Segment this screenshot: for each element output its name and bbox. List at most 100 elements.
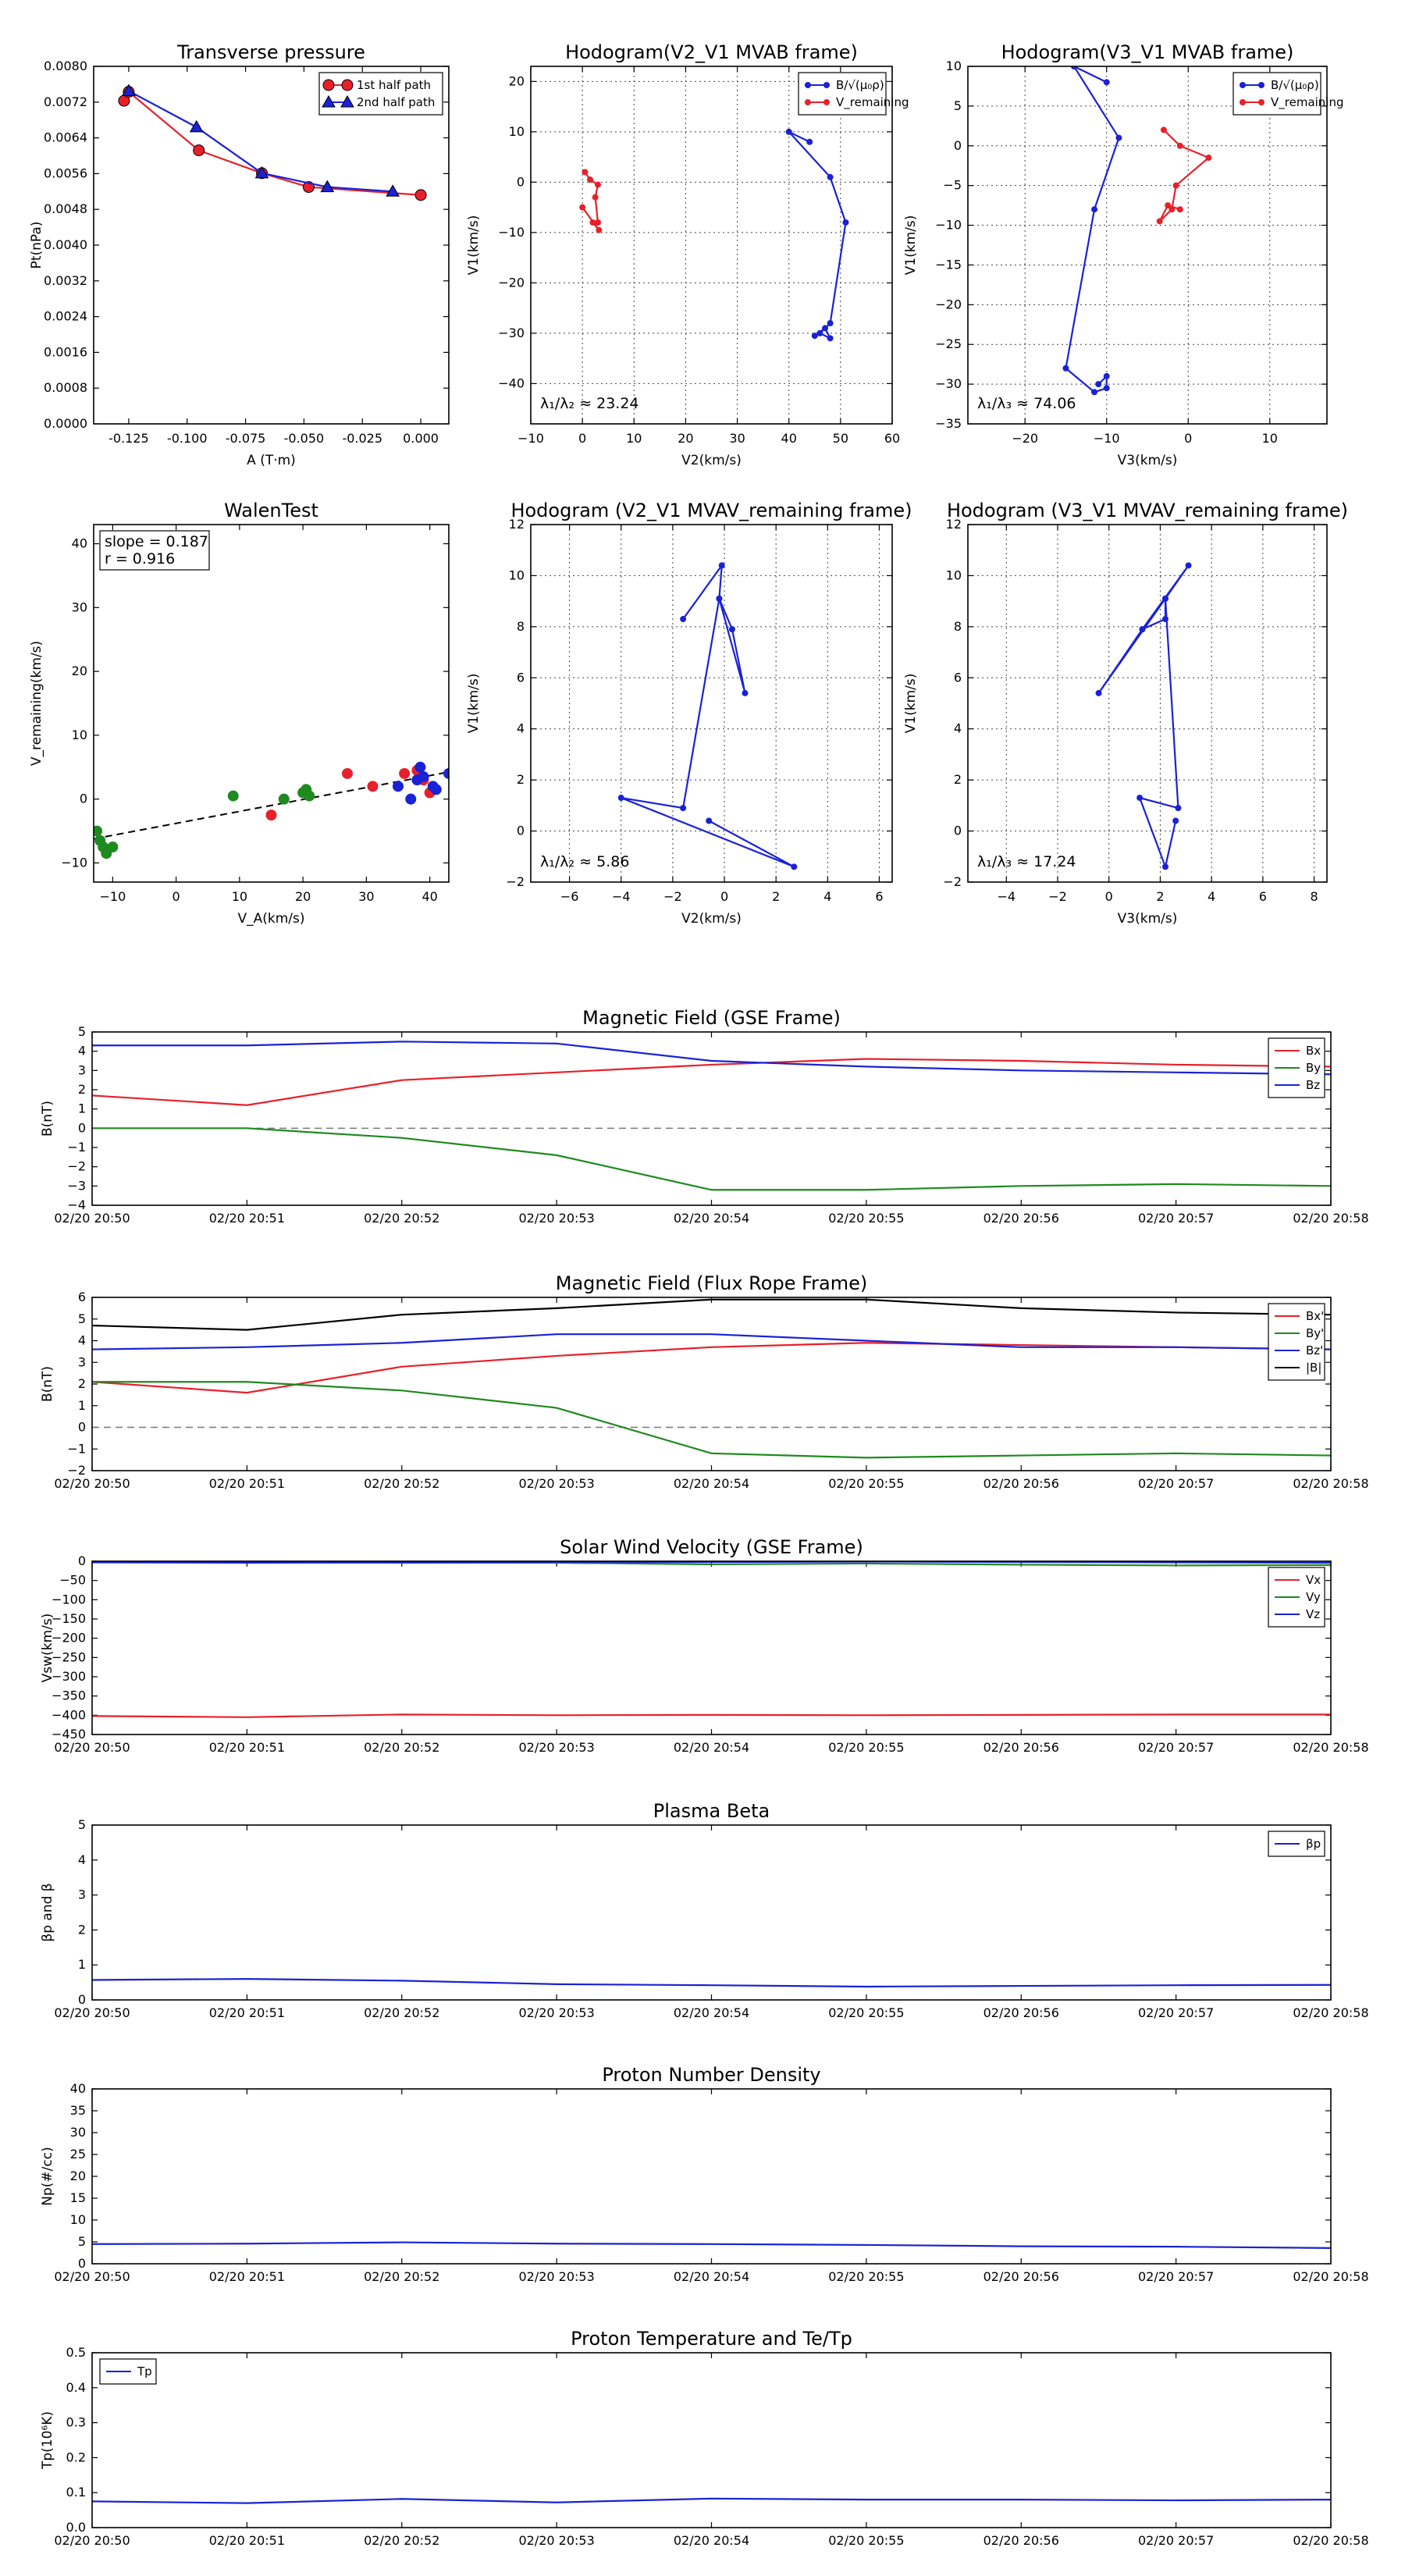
data-point	[706, 817, 713, 824]
data-point	[94, 825, 103, 837]
data-point	[582, 169, 589, 176]
axis-frame	[967, 524, 1328, 883]
y-tick-label: −15	[935, 257, 962, 272]
y-tick-label: −20	[498, 275, 525, 290]
data-point	[1103, 385, 1110, 392]
chart-beta: 02/20 20:50 02/20 20:51 02/20 20:52 02/20 2…	[40, 1800, 1369, 2020]
y-axis-label: B(nT)	[40, 1101, 55, 1137]
data-point	[596, 226, 603, 233]
y-tick-label: 6	[517, 670, 525, 685]
x-tick-label: 02/20 20:54	[674, 2533, 749, 2548]
chart-bgse: 02/20 20:50 02/20 20:51 02/20 20:52 02/20 2…	[40, 1007, 1369, 1226]
data-point	[193, 144, 205, 157]
x-tick-label: 02/20 20:58	[1293, 1476, 1368, 1491]
x-tick-label: 02/20 20:53	[518, 2533, 594, 2548]
data-point	[342, 767, 353, 779]
plot-area	[92, 2241, 1331, 2249]
legend: 1st half path 2nd half path	[318, 72, 443, 116]
x-tick-label: 02/20 20:55	[828, 2533, 904, 2548]
data-point	[1165, 202, 1172, 209]
x-tick-label: 40	[781, 431, 797, 446]
plot-area	[92, 1298, 1331, 1459]
legend-entry: Bx'	[1306, 1309, 1324, 1323]
chart-title: Solar Wind Velocity (GSE Frame)	[560, 1536, 863, 1558]
data-point	[1136, 795, 1144, 802]
x-tick-label: 02/20 20:57	[1138, 2269, 1214, 2284]
x-tick-label: −2	[1048, 889, 1067, 904]
legend: Bx' By' Bz' |B|	[1268, 1303, 1325, 1381]
y-tick-label: 40	[70, 2081, 86, 2096]
data-point	[594, 181, 601, 188]
legend-marker	[1240, 99, 1246, 105]
y-tick-label: 3	[78, 1062, 86, 1077]
legend-marker	[823, 82, 830, 88]
series-line	[92, 1298, 1331, 1331]
y-tick-label: −10	[935, 218, 962, 233]
series-line	[92, 1127, 1331, 1191]
x-tick-label: 2	[772, 889, 780, 904]
y-tick-label: 2	[517, 772, 525, 787]
y-tick-label: −150	[52, 1611, 86, 1626]
x-tick-label: 02/20 20:56	[984, 1476, 1059, 1491]
x-tick-label: 60	[884, 431, 900, 446]
x-tick-label: 02/20 20:52	[364, 2005, 439, 2020]
series-line	[92, 1381, 1331, 1459]
y-tick-label: 0	[954, 824, 962, 838]
y-tick-label: 4	[517, 721, 525, 736]
y-tick-label: 6	[954, 670, 962, 685]
axis-frame	[91, 1560, 1332, 1735]
data-point	[1176, 206, 1183, 213]
data-point	[254, 165, 269, 179]
axis-frame	[91, 1824, 1332, 2001]
y-tick-label: 0.0008	[44, 380, 87, 395]
data-point	[1172, 817, 1179, 824]
y-axis-label: V1(km/s)	[903, 215, 919, 276]
x-tick-label: 02/20 20:55	[828, 1476, 904, 1491]
y-tick-label: 15	[70, 2190, 86, 2205]
y-tick-label: 3	[78, 1354, 86, 1369]
data-point	[265, 809, 277, 821]
chart-title: Hodogram (V2_V1 MVAV_remaining frame)	[510, 500, 912, 521]
x-tick-label: 02/20 20:56	[984, 1211, 1059, 1226]
data-point	[827, 319, 834, 326]
y-axis-label: Pt(nPa)	[29, 222, 44, 269]
x-tick-label: 02/20 20:52	[364, 1740, 439, 1755]
chart-title: Magnetic Field (GSE Frame)	[582, 1007, 841, 1029]
x-tick-label: 0	[578, 431, 586, 446]
y-tick-label: 0.0056	[44, 165, 87, 180]
x-tick-label: −10	[99, 889, 126, 904]
x-tick-label: 4	[1208, 889, 1215, 904]
chart-title: Proton Temperature and Te/Tp	[571, 2328, 852, 2350]
data-point	[430, 784, 442, 795]
x-tick-label: 02/20 20:56	[984, 1740, 1059, 1755]
x-tick-label: 10	[1262, 431, 1278, 446]
y-tick-label: 10	[70, 2212, 86, 2227]
legend-entry: |B|	[1306, 1361, 1321, 1375]
chart-walen: −10 0 10 20 30 40 −10 0 10 20 30 40 WalenTest V_A(km/…	[29, 500, 450, 927]
chart-title: Hodogram(V2_V1 MVAB frame)	[565, 41, 858, 63]
y-tick-label: 10	[946, 59, 962, 73]
series-line	[788, 130, 847, 340]
y-tick-label: −400	[52, 1707, 86, 1722]
chart-vsw: 02/20 20:50 02/20 20:51 02/20 20:52 02/20 2…	[40, 1536, 1369, 1755]
y-tick-label: 12	[509, 517, 525, 532]
legend-entry: V_remaining	[1271, 95, 1344, 110]
y-axis-label: V1(km/s)	[903, 674, 919, 734]
x-tick-label: 02/20 20:54	[674, 1476, 749, 1491]
x-tick-label: −10	[1094, 431, 1120, 446]
legend-entry: V_remaining	[836, 95, 909, 110]
x-tick-label: 02/20 20:58	[1293, 2005, 1368, 2020]
y-tick-label: 2	[954, 772, 962, 787]
data-point	[842, 219, 849, 226]
data-point	[1115, 134, 1122, 141]
y-tick-label: 4	[954, 721, 962, 736]
y-tick-label: 0.0000	[44, 416, 87, 431]
y-tick-label: −40	[498, 375, 525, 390]
y-tick-label: −4	[67, 1197, 86, 1212]
y-tick-label: −10	[61, 855, 87, 870]
y-tick-label: −2	[506, 874, 525, 889]
x-tick-label: 6	[875, 889, 883, 904]
